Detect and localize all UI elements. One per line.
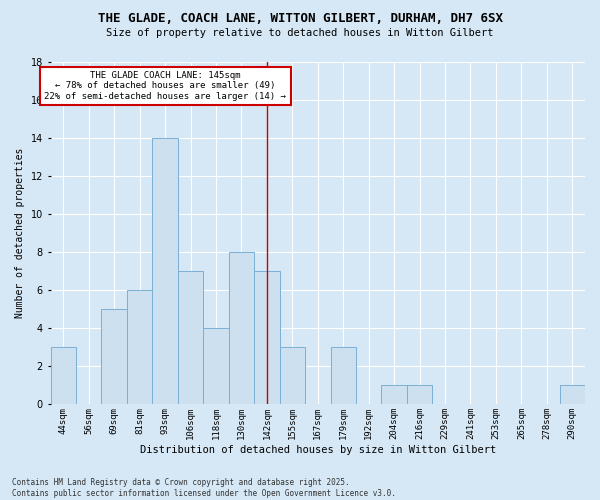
Bar	[280, 348, 305, 405]
Bar	[178, 271, 203, 404]
Text: THE GLADE, COACH LANE, WITTON GILBERT, DURHAM, DH7 6SX: THE GLADE, COACH LANE, WITTON GILBERT, D…	[97, 12, 503, 26]
Bar	[382, 386, 407, 404]
Text: Contains HM Land Registry data © Crown copyright and database right 2025.
Contai: Contains HM Land Registry data © Crown c…	[12, 478, 396, 498]
Bar	[50, 348, 76, 405]
Bar	[407, 386, 433, 404]
Text: THE GLADE COACH LANE: 145sqm
← 78% of detached houses are smaller (49)
22% of se: THE GLADE COACH LANE: 145sqm ← 78% of de…	[44, 71, 286, 101]
Bar	[229, 252, 254, 404]
Bar	[254, 271, 280, 404]
Bar	[203, 328, 229, 404]
Y-axis label: Number of detached properties: Number of detached properties	[15, 148, 25, 318]
X-axis label: Distribution of detached houses by size in Witton Gilbert: Distribution of detached houses by size …	[140, 445, 496, 455]
Bar	[152, 138, 178, 404]
Bar	[101, 309, 127, 404]
Text: Size of property relative to detached houses in Witton Gilbert: Size of property relative to detached ho…	[106, 28, 494, 38]
Bar	[127, 290, 152, 405]
Bar	[560, 386, 585, 404]
Bar	[331, 348, 356, 405]
